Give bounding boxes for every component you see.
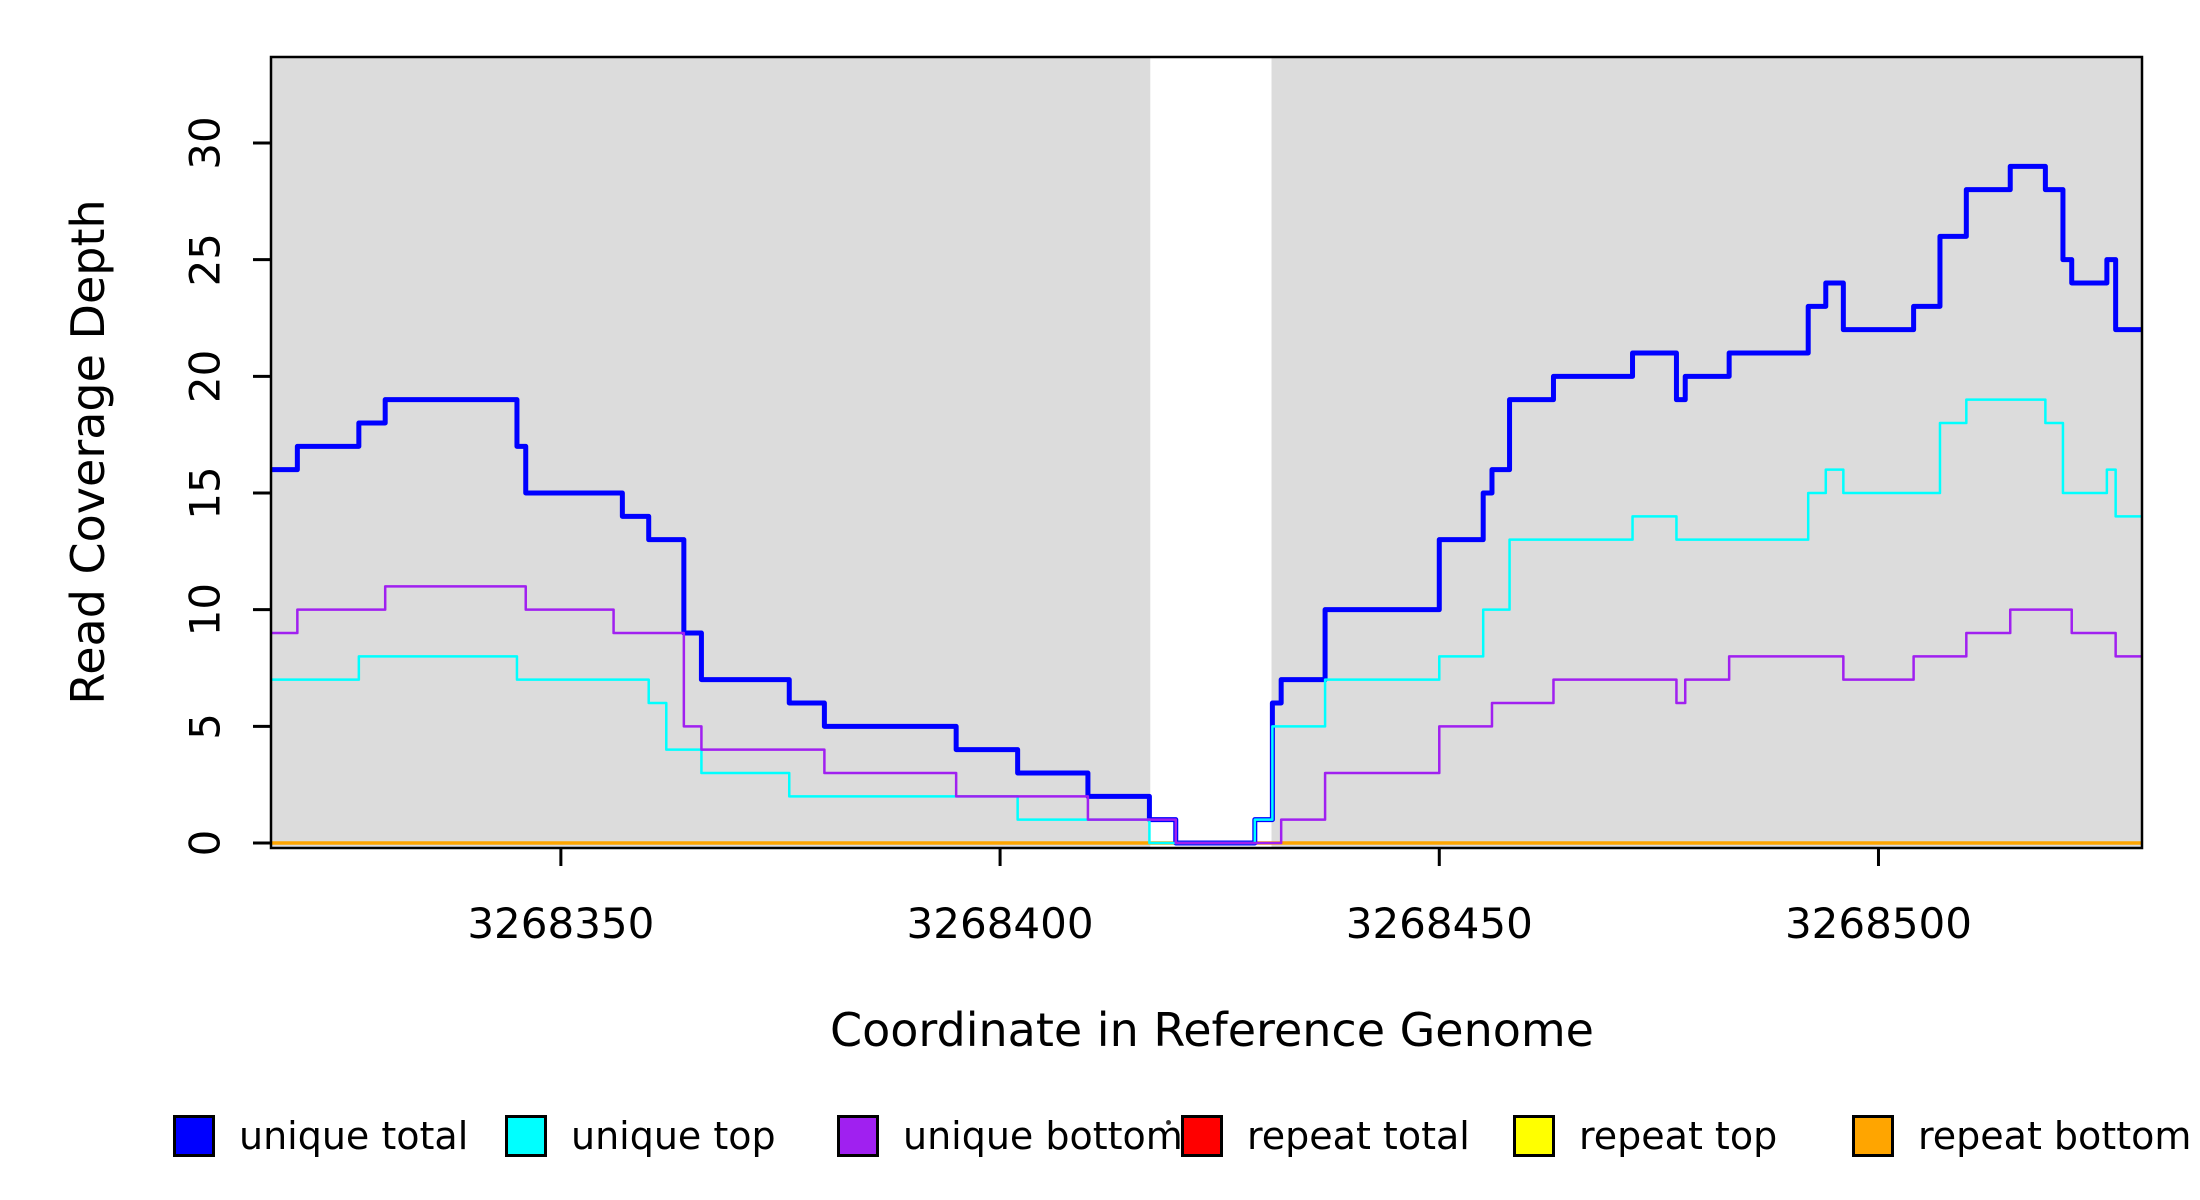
x-tick-label: 3268350: [467, 899, 654, 948]
legend-label: repeat total: [1247, 1114, 1470, 1158]
legend-label: repeat top: [1579, 1114, 1778, 1158]
legend-label: unique top: [571, 1114, 776, 1158]
y-axis-title: Read Coverage Depth: [61, 199, 115, 705]
legend-item-repeat-bottom: repeat bottom: [1852, 1115, 2191, 1157]
legend-item-repeat-total: repeat total: [1181, 1115, 1470, 1157]
legend-swatch-icon: [1181, 1115, 1223, 1157]
series-line-unique-bottom: [271, 585, 2142, 845]
shaded-region: [271, 57, 1151, 848]
legend-swatch-icon: [1513, 1115, 1555, 1157]
legend-swatch-icon: [173, 1115, 215, 1157]
legend-label: unique bottom: [903, 1114, 1183, 1158]
y-tick-label: 15: [181, 466, 230, 519]
y-tick-label: 25: [181, 233, 230, 286]
legend-swatch-icon: [837, 1115, 879, 1157]
legend-swatch-icon: [505, 1115, 547, 1157]
legend-item-unique-total: unique total: [173, 1115, 468, 1157]
legend-item-unique-bottom: unique bottom: [837, 1115, 1183, 1157]
x-tick-label: 3268500: [1785, 899, 1972, 948]
series-line-unique-total: [271, 163, 2142, 846]
stray-dot-mark: [1166, 1120, 1171, 1125]
plot-panel-border: [269, 55, 2144, 850]
y-tick-label: 0: [181, 830, 230, 857]
y-tick-label: 30: [181, 116, 230, 169]
legend-item-unique-top: unique top: [505, 1115, 776, 1157]
y-tick-label: 5: [181, 713, 230, 740]
legend-label: repeat bottom: [1918, 1114, 2192, 1158]
y-tick-label: 20: [181, 350, 230, 403]
y-tick-label: 10: [181, 583, 230, 636]
legend-label: unique total: [239, 1114, 469, 1158]
legend-item-repeat-top: repeat top: [1513, 1115, 1777, 1157]
x-tick-label: 3268450: [1346, 899, 1533, 948]
x-tick-label: 3268400: [907, 899, 1094, 948]
series-line-unique-top: [271, 398, 2142, 845]
legend-swatch-icon: [1852, 1115, 1894, 1157]
x-axis-title: Coordinate in Reference Genome: [830, 1003, 1594, 1057]
